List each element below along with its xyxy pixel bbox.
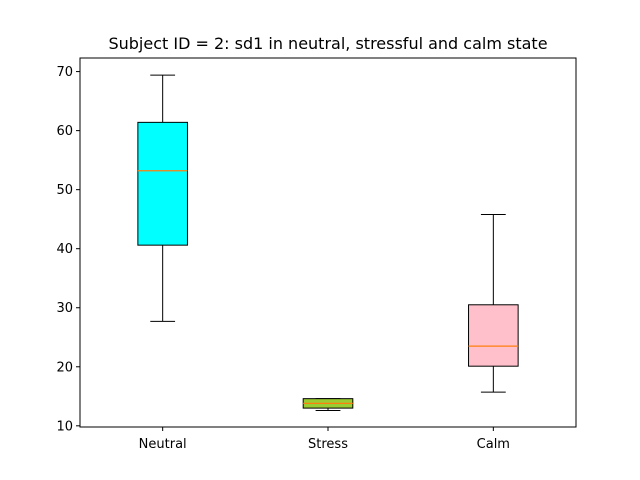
- y-tick-label: 30: [56, 301, 73, 316]
- x-tick-label: Neutral: [139, 437, 187, 452]
- chart-title: Subject ID = 2: sd1 in neutral, stressfu…: [108, 34, 547, 53]
- x-tick-label: Stress: [308, 437, 348, 452]
- y-tick-label: 50: [56, 183, 73, 198]
- box-neutral: [137, 121, 188, 246]
- y-tick-label: 70: [56, 65, 73, 80]
- y-tick-label: 40: [56, 242, 73, 257]
- x-tick-label: Calm: [477, 437, 510, 452]
- axes-frame: [79, 57, 577, 428]
- box-calm: [468, 304, 519, 367]
- plot-area: 10 20 30 40 50 60 70 Neutral Stress Calm: [56, 57, 577, 452]
- y-tick-label: 10: [56, 419, 73, 434]
- y-tick-label: 20: [56, 360, 73, 375]
- y-tick-label: 60: [56, 124, 73, 139]
